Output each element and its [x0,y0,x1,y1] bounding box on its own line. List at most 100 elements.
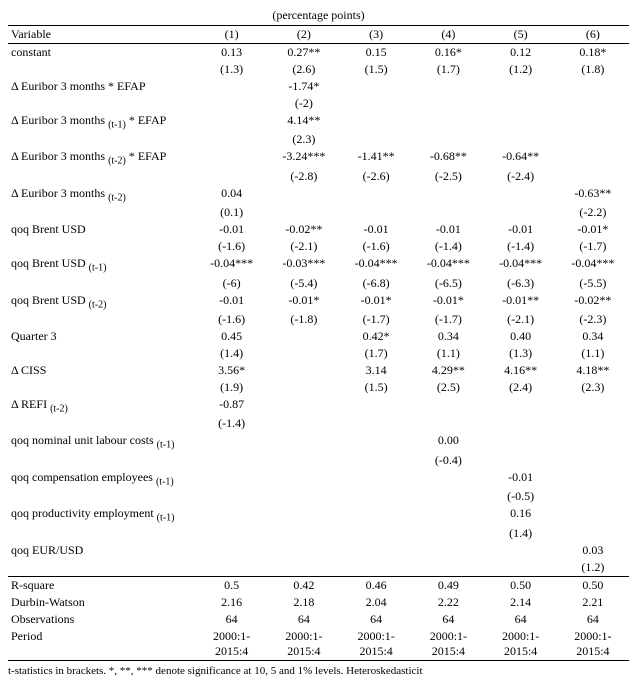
table-row-tstat: (-0.5) [8,488,629,505]
cell-value: 0.16 [484,505,556,524]
row-label: Δ CISS [8,362,195,379]
subtitle: (percentage points) [8,8,629,23]
stats-label: Durbin-Watson [8,594,195,611]
header-row: Variable (1) (2) (3) (4) (5) (6) [8,26,629,44]
cell-tstat: (1.2) [557,559,629,577]
table-row: qoq Brent USD (t-1)-0.04***-0.03***-0.04… [8,255,629,274]
cell-tstat: (1.2) [484,61,556,78]
stats-value: 0.42 [268,576,340,594]
cell-tstat [484,415,556,432]
cell-tstat: (-6.3) [484,275,556,292]
row-label: qoq Brent USD (t-1) [8,255,195,274]
cell-value: -0.87 [195,396,267,415]
cell-value [412,78,484,95]
cell-tstat: (1.1) [412,345,484,362]
cell-value: -3.24*** [268,148,340,167]
cell-value [340,542,412,559]
cell-value: 0.03 [557,542,629,559]
cell-tstat [412,415,484,432]
row-label: Δ Euribor 3 months * EFAP [8,78,195,95]
cell-value [268,505,340,524]
row-label: constant [8,44,195,62]
cell-tstat: (1.1) [557,345,629,362]
stats-value: 64 [340,611,412,628]
cell-value: 4.16** [484,362,556,379]
cell-tstat [412,131,484,148]
table-row-tstat: (-2.8)(-2.6)(-2.5)(-2.4) [8,168,629,185]
row-label: qoq productivity employment (t-1) [8,505,195,524]
table-row-tstat: (1.3)(2.6)(1.5)(1.7)(1.2)(1.8) [8,61,629,78]
table-row-tstat: (-1.4) [8,415,629,432]
row-label: Δ Euribor 3 months (t-1) * EFAP [8,112,195,131]
cell-value [268,469,340,488]
cell-tstat [268,488,340,505]
stats-value: 0.50 [557,576,629,594]
cell-value: 0.13 [195,44,267,62]
row-label-empty [8,488,195,505]
cell-tstat: (-1.6) [195,311,267,328]
cell-value: -0.01 [340,221,412,238]
row-label-empty [8,131,195,148]
cell-value: -1.74* [268,78,340,95]
cell-value: 0.18* [557,44,629,62]
cell-tstat: (2.4) [484,379,556,396]
cell-value [268,185,340,204]
cell-tstat: (1.3) [484,345,556,362]
stats-value: 64 [268,611,340,628]
cell-tstat [340,415,412,432]
stats-value: 2000:1-2015:4 [195,628,267,661]
stats-value: 2000:1-2015:4 [268,628,340,661]
cell-tstat: (1.7) [412,61,484,78]
cell-value: -0.64** [484,148,556,167]
cell-tstat: (-2.8) [268,168,340,185]
table-row-tstat: (-1.6)(-1.8)(-1.7)(-1.7)(-2.1)(-2.3) [8,311,629,328]
table-row: qoq Brent USD (t-2)-0.01-0.01*-0.01*-0.0… [8,292,629,311]
row-label-empty [8,238,195,255]
table-row: Quarter 30.450.42*0.340.400.34 [8,328,629,345]
cell-tstat: (1.5) [340,61,412,78]
cell-tstat: (-2.3) [557,311,629,328]
cell-tstat: (-1.8) [268,311,340,328]
cell-value: 0.15 [340,44,412,62]
table-row: Δ CISS3.56*3.144.29**4.16**4.18** [8,362,629,379]
table-row-tstat: (1.4) [8,525,629,542]
cell-value: -0.01 [484,469,556,488]
cell-value: 4.14** [268,112,340,131]
cell-value [340,469,412,488]
cell-value [412,185,484,204]
cell-tstat [557,95,629,112]
cell-value [340,185,412,204]
cell-value: -0.04*** [195,255,267,274]
cell-tstat: (-6) [195,275,267,292]
cell-value [557,396,629,415]
cell-tstat: (1.7) [340,345,412,362]
cell-value: -0.01** [484,292,556,311]
cell-value: -0.01 [195,292,267,311]
stats-value: 64 [484,611,556,628]
cell-tstat [340,131,412,148]
cell-tstat: (-1.7) [412,311,484,328]
row-label: qoq Brent USD (t-2) [8,292,195,311]
cell-tstat: (-2.6) [340,168,412,185]
cell-value [195,542,267,559]
table-row-tstat: (-6)(-5.4)(-6.8)(-6.5)(-6.3)(-5.5) [8,275,629,292]
table-row: Δ Euribor 3 months (t-1) * EFAP 4.14** [8,112,629,131]
cell-value: -0.04*** [340,255,412,274]
row-label-empty [8,415,195,432]
cell-value: 3.14 [340,362,412,379]
cell-tstat: (-1.4) [195,415,267,432]
cell-value: 0.16* [412,44,484,62]
cell-tstat [484,559,556,577]
cell-tstat [195,95,267,112]
stats-value: 64 [557,611,629,628]
cell-tstat [557,415,629,432]
cell-value: -0.03*** [268,255,340,274]
cell-tstat: (-2.5) [412,168,484,185]
cell-value: 3.56* [195,362,267,379]
cell-tstat [340,488,412,505]
cell-value: 4.18** [557,362,629,379]
cell-value: 0.12 [484,44,556,62]
table-row: Δ Euribor 3 months (t-2) * EFAP-3.24***-… [8,148,629,167]
cell-tstat: (-1.4) [412,238,484,255]
cell-tstat: (-1.6) [340,238,412,255]
